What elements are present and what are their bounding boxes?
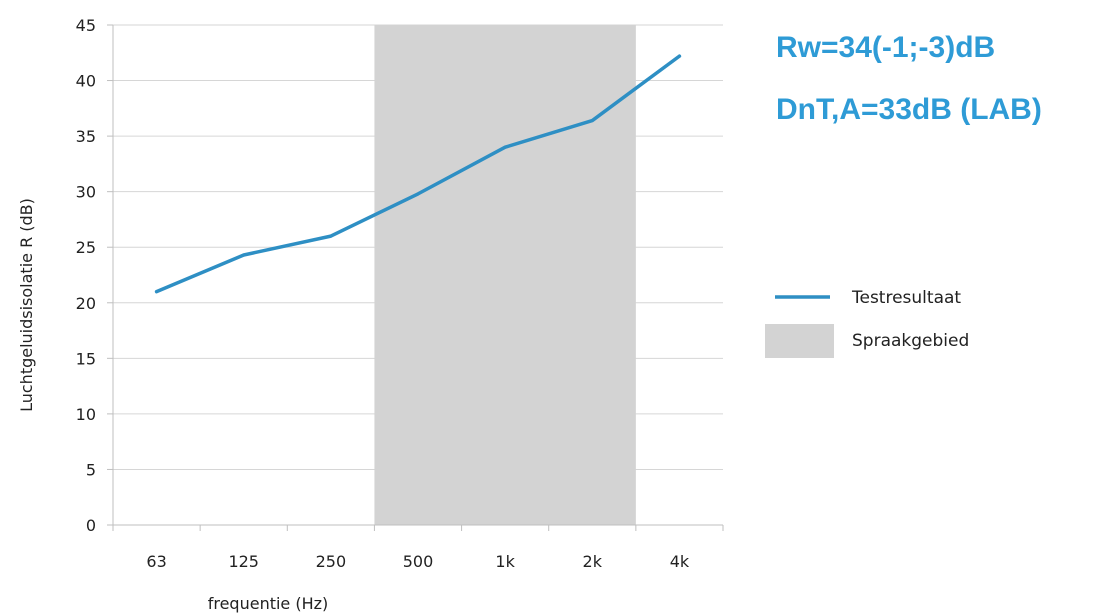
y-tick-label: 35 — [76, 127, 96, 146]
y-tick-label: 0 — [86, 516, 96, 535]
axis-layer — [107, 24, 724, 531]
y-tick-label: 10 — [76, 405, 96, 424]
data-point-125 — [242, 253, 246, 257]
legend-label-spraakgebied: Spraakgebied — [852, 331, 969, 351]
data-point-4k — [677, 54, 681, 58]
x-tick-label: 2k — [583, 552, 603, 571]
legend-swatch-spraakgebied — [765, 324, 834, 358]
y-tick-label: 25 — [76, 238, 96, 257]
x-tick-label: 500 — [403, 552, 434, 571]
shaded-region-layer — [374, 25, 636, 525]
y-tick-label: 40 — [76, 72, 96, 91]
legend: Testresultaat Spraakgebied — [765, 288, 969, 358]
annotation-dnta: DnT,A=33dB (LAB) — [776, 93, 1042, 126]
y-tick-labels: 0 5 10 15 20 25 30 35 40 45 — [76, 16, 96, 535]
data-point-63 — [155, 290, 159, 294]
y-tick-label: 45 — [76, 16, 96, 35]
shaded-region-spraakgebied — [374, 25, 636, 525]
y-tick-label: 5 — [86, 460, 96, 479]
series-layer — [154, 54, 682, 294]
data-point-250 — [329, 234, 333, 238]
y-tick-label: 30 — [76, 183, 96, 202]
x-tick-label: 63 — [146, 552, 166, 571]
x-axis-title: frequentie (Hz) — [208, 594, 329, 613]
annotation-rw: Rw=34(-1;-3)dB — [776, 31, 995, 64]
data-point-2k — [590, 119, 594, 123]
y-tick-label: 20 — [76, 294, 96, 313]
x-tick-labels: 63 125 250 500 1k 2k 4k — [146, 552, 689, 571]
y-axis-title: Luchtgeluidsisolatie R (dB) — [17, 198, 36, 412]
x-tick-label: 1k — [495, 552, 515, 571]
x-tick-label: 4k — [670, 552, 690, 571]
data-point-1k — [503, 145, 507, 149]
y-tick-label: 15 — [76, 349, 96, 368]
data-point-500 — [416, 192, 420, 196]
x-tick-label: 250 — [316, 552, 347, 571]
legend-label-testresultaat: Testresultaat — [851, 288, 961, 308]
x-tick-label: 125 — [228, 552, 259, 571]
annotations: Rw=34(-1;-3)dB DnT,A=33dB (LAB) — [776, 31, 1042, 126]
